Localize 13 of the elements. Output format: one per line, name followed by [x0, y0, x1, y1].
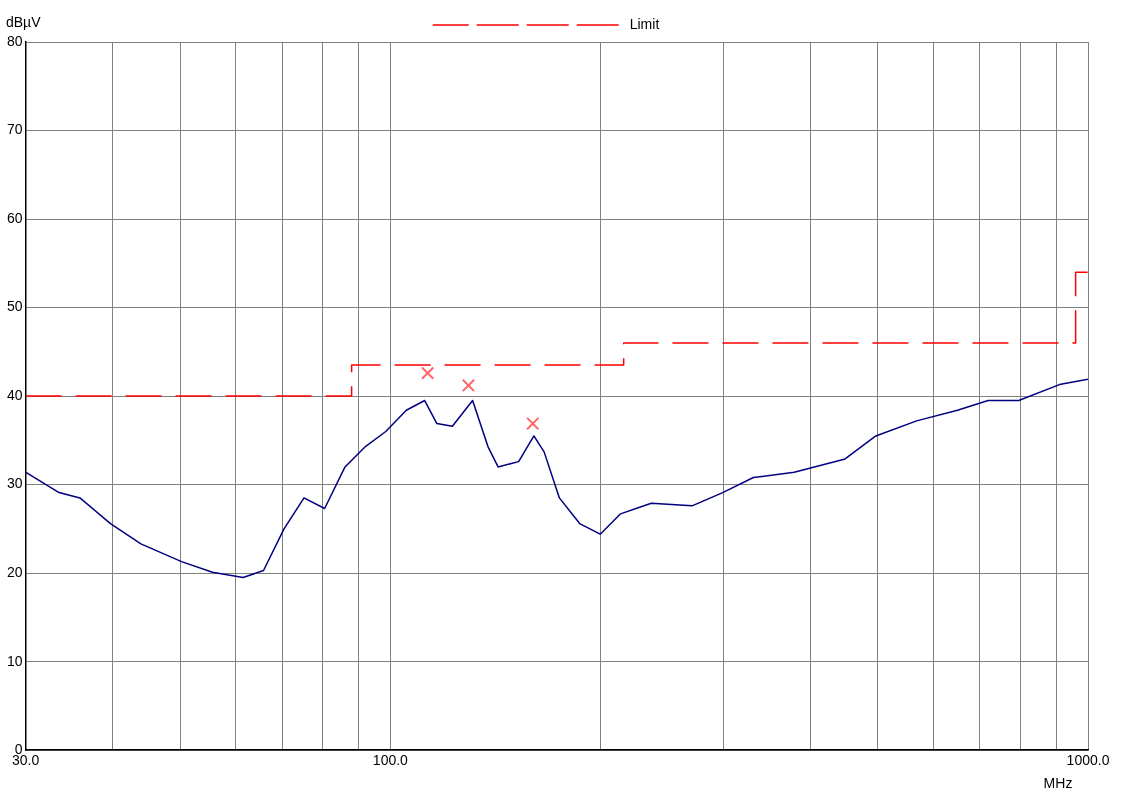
y-tick-label: 40 — [6, 386, 23, 403]
x-tick-label: 100.0 — [372, 752, 409, 769]
text: Limit — [629, 15, 660, 32]
y-tick-label: 30 — [6, 475, 23, 492]
x-axis-title: MHz — [1043, 774, 1073, 791]
y-tick-label: 10 — [6, 652, 23, 669]
y-tick-label: 60 — [6, 209, 23, 226]
y-tick-label: 20 — [6, 564, 23, 581]
y-tick-label: 80 — [6, 32, 23, 49]
y-tick-label: 70 — [6, 121, 23, 138]
y-tick-label: 50 — [6, 298, 23, 315]
x-tick-label: 1000.0 — [1066, 752, 1110, 769]
y-axis-title: dBµV — [6, 13, 42, 30]
